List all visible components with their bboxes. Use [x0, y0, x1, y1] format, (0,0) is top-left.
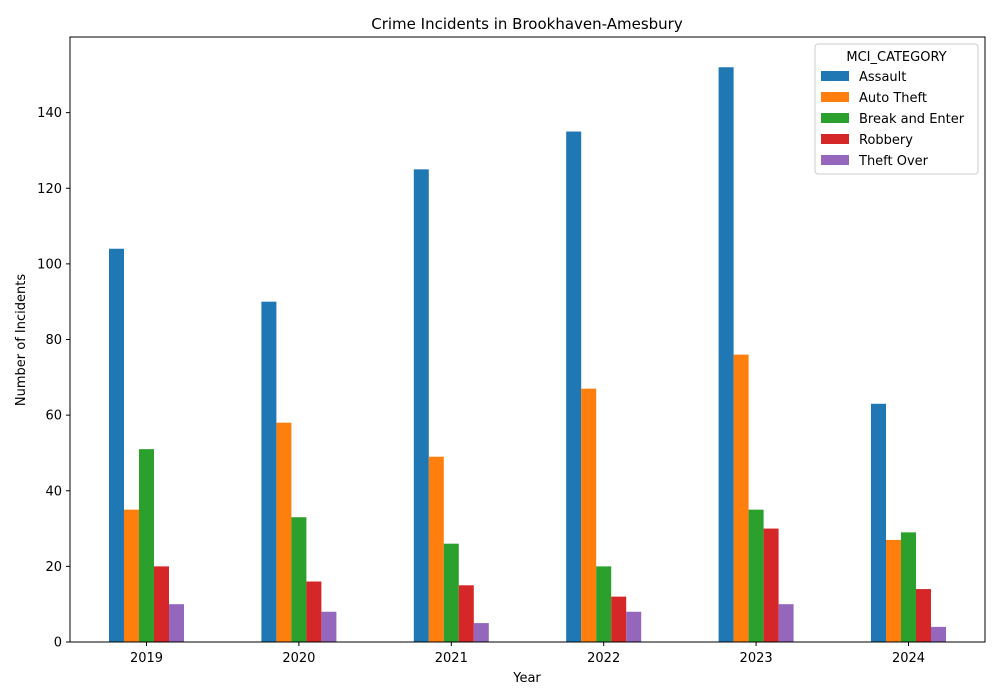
- legend-title: MCI_CATEGORY: [846, 50, 946, 65]
- x-tick-label: 2021: [435, 651, 468, 666]
- legend-entry: Robbery: [859, 133, 913, 148]
- legend-entry: Auto Theft: [859, 91, 927, 106]
- bar-break-and-enter-2020: [291, 517, 307, 642]
- bar-theft-over-2023: [778, 604, 794, 642]
- bar-theft-over-2022: [626, 611, 642, 642]
- y-tick-label: 20: [45, 560, 62, 575]
- bar-auto-theft-2020: [276, 422, 292, 642]
- bar-assault-2021: [413, 169, 429, 642]
- legend-swatch: [821, 71, 849, 81]
- x-tick-label: 2020: [282, 651, 315, 666]
- bar-theft-over-2020: [321, 611, 337, 642]
- bar-robbery-2020: [306, 581, 322, 642]
- bar-robbery-2022: [611, 596, 627, 642]
- bar-theft-over-2021: [473, 623, 489, 642]
- y-tick-label: 40: [45, 484, 62, 499]
- bar-auto-theft-2019: [124, 509, 139, 642]
- bar-auto-theft-2024: [886, 539, 901, 642]
- bar-robbery-2024: [916, 589, 931, 642]
- bar-assault-2022: [566, 131, 582, 642]
- bar-break-and-enter-2023: [748, 509, 764, 642]
- y-axis-label: Number of Incidents: [14, 274, 29, 406]
- bar-auto-theft-2022: [581, 388, 597, 642]
- y-tick-label: 100: [37, 257, 62, 272]
- bar-theft-over-2024: [931, 626, 946, 642]
- plot-area: [109, 67, 946, 642]
- x-tick-label: 2024: [892, 651, 925, 666]
- legend-entry: Assault: [859, 70, 906, 85]
- x-tick-label: 2022: [587, 651, 620, 666]
- legend-swatch: [821, 113, 849, 123]
- bar-robbery-2023: [763, 528, 779, 642]
- legend-entry: Break and Enter: [859, 112, 965, 127]
- y-tick-label: 60: [45, 409, 62, 424]
- bar-break-and-enter-2019: [139, 449, 154, 642]
- x-axis: 2019 2020 2021 2022 2023 2024: [130, 642, 925, 666]
- x-tick-label: 2023: [740, 651, 773, 666]
- y-tick-label: 80: [45, 333, 62, 348]
- bar-theft-over-2019: [169, 604, 184, 642]
- x-axis-label: Year: [512, 671, 541, 686]
- bar-auto-theft-2023: [733, 354, 749, 642]
- bar-break-and-enter-2021: [443, 543, 459, 642]
- bar-assault-2019: [109, 248, 124, 642]
- legend-swatch: [821, 134, 849, 144]
- y-axis: 0 20 40 60 80 100 120 140: [37, 106, 70, 651]
- bar-assault-2020: [261, 301, 277, 642]
- bar-break-and-enter-2024: [901, 532, 916, 642]
- legend: MCI_CATEGORY Assault Auto Theft Break and E…: [814, 43, 979, 175]
- bar-break-and-enter-2022: [596, 566, 612, 642]
- bar-assault-2023: [718, 67, 734, 642]
- bar-assault-2024: [871, 403, 886, 642]
- legend-swatch: [821, 155, 849, 165]
- plot-frame: [69, 36, 986, 643]
- x-tick-label: 2019: [130, 651, 163, 666]
- chart-title: Crime Incidents in Brookhaven-Amesbury: [371, 15, 683, 33]
- legend-entry: Theft Over: [858, 154, 929, 169]
- bar-robbery-2019: [154, 566, 169, 642]
- y-tick-label: 0: [54, 636, 62, 651]
- y-tick-label: 120: [37, 182, 62, 197]
- legend-frame: [814, 43, 979, 175]
- bar-auto-theft-2021: [428, 456, 444, 642]
- bar-robbery-2021: [458, 585, 474, 642]
- y-tick-label: 140: [37, 106, 62, 121]
- legend-swatch: [821, 92, 849, 102]
